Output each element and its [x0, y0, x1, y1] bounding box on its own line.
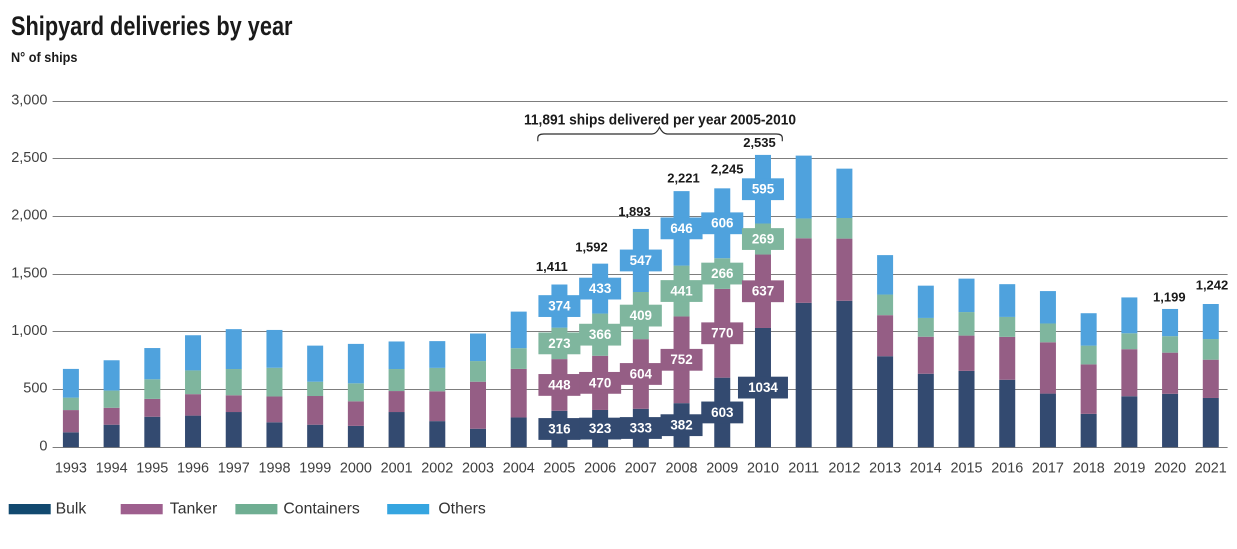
svg-text:382: 382	[670, 418, 692, 433]
svg-text:11,891 ships delivered per yea: 11,891 ships delivered per year 2005-201…	[524, 111, 796, 128]
svg-text:2003: 2003	[462, 461, 494, 477]
svg-text:2004: 2004	[503, 461, 535, 477]
svg-text:333: 333	[630, 420, 652, 435]
svg-text:441: 441	[670, 283, 693, 298]
svg-text:2006: 2006	[584, 461, 616, 477]
svg-text:2011: 2011	[788, 461, 819, 477]
svg-text:1997: 1997	[218, 461, 250, 477]
svg-text:1,242: 1,242	[1196, 278, 1229, 293]
svg-text:269: 269	[752, 231, 774, 246]
svg-text:Bulk: Bulk	[56, 500, 87, 517]
svg-text:316: 316	[548, 421, 570, 436]
svg-text:1,500: 1,500	[11, 265, 47, 281]
svg-text:448: 448	[548, 377, 571, 392]
svg-text:N° of ships: N° of ships	[11, 49, 78, 65]
svg-text:603: 603	[711, 405, 733, 420]
svg-text:1993: 1993	[55, 461, 87, 477]
svg-text:2020: 2020	[1154, 461, 1186, 477]
svg-text:2017: 2017	[1032, 461, 1064, 477]
svg-text:2013: 2013	[869, 461, 901, 477]
svg-text:500: 500	[23, 381, 47, 397]
svg-text:2015: 2015	[950, 461, 982, 477]
svg-text:2,221: 2,221	[667, 171, 700, 186]
svg-text:2016: 2016	[991, 461, 1023, 477]
svg-text:409: 409	[630, 308, 652, 323]
svg-text:Tanker: Tanker	[170, 500, 217, 517]
svg-text:Containers: Containers	[283, 500, 359, 517]
svg-text:2,245: 2,245	[711, 162, 744, 177]
svg-text:374: 374	[548, 298, 571, 313]
svg-text:2002: 2002	[421, 461, 453, 477]
svg-text:595: 595	[752, 182, 775, 197]
svg-text:1,000: 1,000	[11, 323, 47, 339]
svg-text:1034: 1034	[748, 380, 778, 395]
svg-text:2012: 2012	[828, 461, 860, 477]
svg-text:266: 266	[711, 266, 733, 281]
svg-text:2000: 2000	[340, 461, 372, 477]
svg-text:2008: 2008	[665, 461, 697, 477]
svg-text:1996: 1996	[177, 461, 209, 477]
svg-text:2001: 2001	[381, 461, 413, 477]
svg-text:2009: 2009	[706, 461, 738, 477]
svg-text:2021: 2021	[1195, 461, 1227, 477]
svg-text:637: 637	[752, 284, 774, 299]
svg-text:604: 604	[630, 366, 653, 381]
svg-text:1999: 1999	[299, 461, 331, 477]
svg-text:1994: 1994	[96, 461, 128, 477]
svg-text:323: 323	[589, 421, 611, 436]
svg-text:1,199: 1,199	[1153, 290, 1186, 305]
svg-text:1,893: 1,893	[618, 204, 651, 219]
svg-text:1995: 1995	[136, 461, 168, 477]
svg-text:2019: 2019	[1113, 461, 1145, 477]
svg-text:2005: 2005	[543, 461, 575, 477]
svg-text:Others: Others	[438, 500, 486, 517]
svg-text:1,411: 1,411	[536, 259, 568, 274]
svg-text:2,535: 2,535	[743, 135, 776, 150]
svg-text:2014: 2014	[910, 461, 942, 477]
svg-text:433: 433	[589, 281, 611, 296]
svg-text:770: 770	[711, 326, 733, 341]
svg-text:2010: 2010	[747, 461, 779, 477]
svg-text:3,000: 3,000	[11, 92, 47, 108]
svg-text:2,000: 2,000	[11, 208, 47, 224]
svg-text:752: 752	[670, 352, 692, 367]
svg-text:273: 273	[548, 336, 570, 351]
svg-text:2,500: 2,500	[11, 150, 47, 166]
svg-text:606: 606	[711, 216, 733, 231]
svg-text:Shipyard deliveries by year: Shipyard deliveries by year	[11, 11, 293, 41]
svg-text:0: 0	[39, 438, 47, 454]
svg-text:646: 646	[670, 221, 692, 236]
svg-text:2018: 2018	[1073, 461, 1105, 477]
svg-text:366: 366	[589, 327, 611, 342]
svg-text:547: 547	[630, 253, 652, 268]
svg-text:1998: 1998	[258, 461, 290, 477]
svg-text:1,592: 1,592	[575, 239, 608, 254]
svg-text:470: 470	[589, 375, 611, 390]
svg-text:2007: 2007	[625, 461, 657, 477]
